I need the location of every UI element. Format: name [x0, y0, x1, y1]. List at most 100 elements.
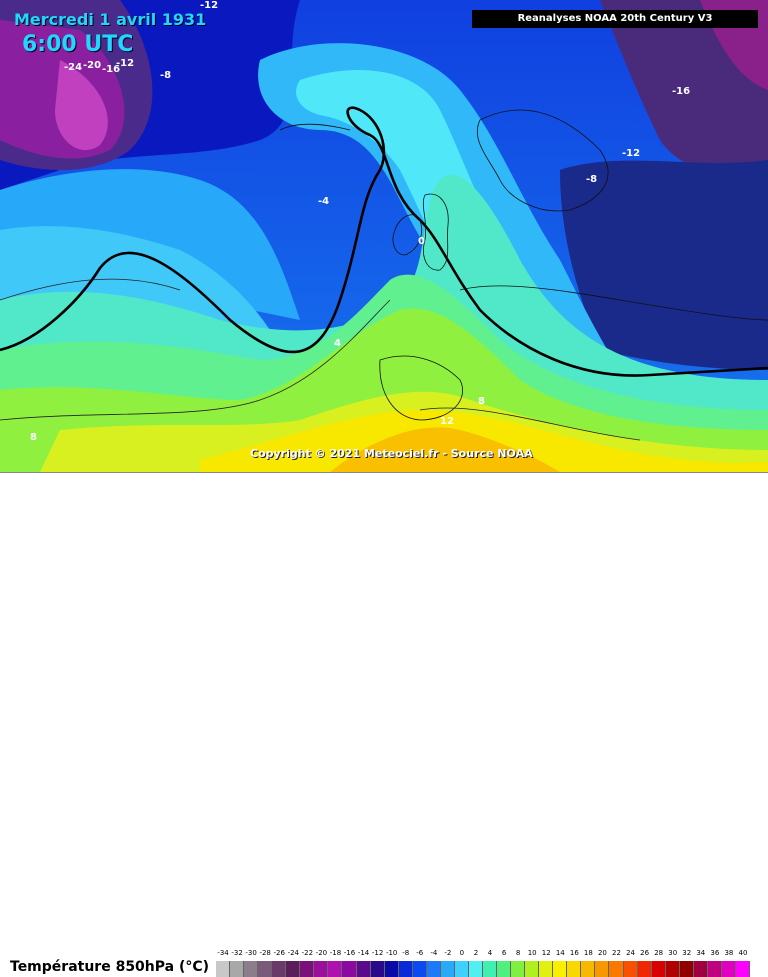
iso-label-7: -16 — [672, 86, 690, 97]
legend-tick-label: 6 — [501, 949, 507, 957]
legend-tick-label: -10 — [385, 949, 398, 957]
legend-tick-label: 8 — [515, 949, 521, 957]
legend-swatch — [665, 961, 680, 977]
iso-label-2: -24 — [64, 62, 82, 73]
coastline-iceland — [279, 123, 351, 131]
isotherm-labels: -12 -24 -20 -16 -12 -8 -16 -12 -8 -4 0 4… — [30, 0, 690, 443]
data-source-banner: Reanalyses NOAA 20th Century V3 — [472, 10, 758, 28]
cold-region-east — [560, 160, 768, 370]
legend-tick-label: -30 — [245, 949, 257, 957]
legend-swatch — [328, 961, 343, 977]
legend-color-scale — [216, 961, 750, 977]
legend-swatch — [707, 961, 722, 977]
legend-swatch — [595, 961, 610, 977]
legend-swatch — [342, 961, 357, 977]
isotherm-minus-four — [0, 278, 181, 301]
legend-tick-label: 30 — [668, 949, 678, 957]
legend-swatch — [230, 961, 245, 977]
coastline-scandinavia — [476, 109, 609, 212]
legend-tick-label: -28 — [259, 949, 271, 957]
forecast-date: Mercredi 1 avril 1931 — [14, 10, 207, 29]
legend-tick-label: -4 — [430, 949, 438, 957]
iso-label-13: 8 — [30, 432, 37, 443]
coastline-continent — [459, 285, 768, 321]
legend-swatch — [454, 961, 469, 977]
iso-label-5: -12 — [116, 58, 134, 69]
legend-swatch — [735, 961, 750, 977]
legend-swatch — [553, 961, 568, 977]
legend-swatch — [581, 961, 596, 977]
legend-tick-label: -34 — [217, 949, 229, 957]
legend-tick-label: -14 — [357, 949, 370, 957]
legend-swatch — [609, 961, 624, 977]
isotherm-eight — [419, 407, 641, 441]
iso-label-1: -12 — [200, 0, 218, 11]
iso-label-11: 0 — [418, 236, 425, 247]
cold-core-center — [55, 60, 108, 151]
legend-tick-label: 22 — [612, 949, 621, 957]
legend-tick-label: -2 — [444, 949, 452, 957]
iso-label-4: -16 — [102, 64, 120, 75]
legend-swatch — [300, 961, 315, 977]
iso-label-3: -20 — [83, 60, 101, 71]
legend-tick-label: -6 — [416, 949, 424, 957]
legend-tick-label: 12 — [541, 949, 551, 957]
legend-swatch — [426, 961, 441, 977]
legend-swatch — [272, 961, 287, 977]
legend-tick-label: 20 — [597, 949, 607, 957]
legend-swatch — [398, 961, 413, 977]
iso-label-12: 4 — [334, 338, 341, 349]
legend-tick-label: 14 — [555, 949, 565, 957]
legend-swatch — [286, 961, 301, 977]
legend-swatch — [468, 961, 483, 977]
iso-label-15: 8 — [478, 396, 485, 407]
legend-tick-label: 28 — [654, 949, 664, 957]
legend-swatch — [693, 961, 708, 977]
legend-swatch — [440, 961, 455, 977]
legend-swatch — [244, 961, 259, 977]
legend-swatch — [511, 961, 526, 977]
coastline-britain — [422, 193, 449, 271]
legend-footer: Température 850hPa (°C) -34 -32 -30 -28 -26-… — [0, 472, 768, 977]
legend-title: Température 850hPa (°C) — [10, 959, 210, 975]
legend-tick-label: 24 — [626, 949, 636, 957]
legend-tick-label: -12 — [371, 949, 384, 957]
legend-tick-label: 36 — [710, 949, 720, 957]
iso-label-8: -12 — [622, 148, 640, 159]
iso-label-9: -8 — [586, 174, 597, 185]
legend-tick-label: 32 — [682, 949, 692, 957]
legend-tick-label: 26 — [640, 949, 650, 957]
legend-swatch — [637, 961, 652, 977]
isotherm-four — [0, 299, 391, 421]
coastlines — [279, 109, 768, 421]
legend-swatch — [370, 961, 385, 977]
legend-swatch — [623, 961, 638, 977]
legend-tick-label: -20 — [315, 949, 328, 957]
coastline-iberia — [379, 355, 463, 421]
legend-swatch — [384, 961, 399, 977]
legend-tick-label: -26 — [273, 949, 285, 957]
coastline-ireland — [392, 214, 422, 256]
iso-label-6: -8 — [160, 70, 171, 81]
iso-label-14: 12 — [440, 416, 454, 427]
forecast-time: 6:00 UTC — [22, 32, 134, 57]
copyright-notice: Copyright © 2021 Meteociel.fr - Source N… — [250, 447, 533, 460]
legend-swatch — [721, 961, 736, 977]
legend-swatch — [679, 961, 694, 977]
iso-label-10: -4 — [318, 196, 329, 207]
legend-swatch — [651, 961, 666, 977]
legend-tick-label: 18 — [583, 949, 593, 957]
legend-swatch — [483, 961, 498, 977]
legend-tick-label: -22 — [301, 949, 314, 957]
legend-swatch — [314, 961, 329, 977]
legend-tick-label: 2 — [473, 949, 479, 957]
zone-twelve-to-fourteen — [330, 427, 560, 472]
legend-swatch — [539, 961, 554, 977]
legend-tick-label: -8 — [402, 949, 410, 957]
legend-swatch — [216, 961, 231, 977]
legend-swatch — [412, 961, 427, 977]
legend-tick-label: 16 — [569, 949, 579, 957]
legend-swatch — [567, 961, 582, 977]
legend-swatch — [497, 961, 512, 977]
